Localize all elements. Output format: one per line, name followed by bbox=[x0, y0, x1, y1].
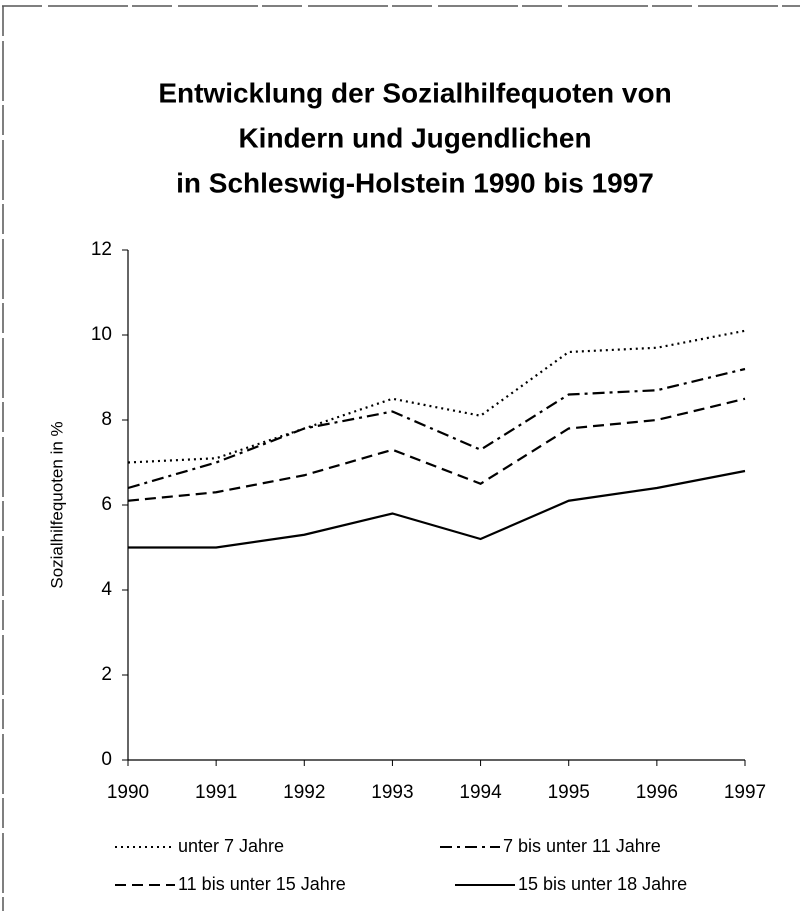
line-series bbox=[127, 397, 746, 502]
y-tick-label: 10 bbox=[91, 324, 112, 345]
x-tick-label: 1991 bbox=[195, 782, 237, 803]
y-tick-label: 8 bbox=[101, 409, 112, 430]
x-tick-label: 1995 bbox=[548, 782, 590, 803]
x-tick-label: 1996 bbox=[636, 782, 678, 803]
y-tick-label: 4 bbox=[101, 579, 112, 600]
y-axis-label: Sozialhilfequoten in % bbox=[47, 421, 66, 588]
legend-label: 7 bis unter 11 Jahre bbox=[503, 836, 661, 856]
y-tick-label: 12 bbox=[91, 239, 112, 260]
line-series bbox=[127, 367, 746, 490]
legend-label: 15 bis unter 18 Jahre bbox=[518, 874, 687, 894]
x-tick-label: 1994 bbox=[459, 782, 502, 803]
legend-label: unter 7 Jahre bbox=[178, 836, 284, 856]
chart-title: in Schleswig-Holstein 1990 bis 1997 bbox=[176, 167, 654, 198]
x-tick-label: 1993 bbox=[371, 782, 413, 803]
legend-label: 11 bis unter 15 Jahre bbox=[178, 874, 346, 894]
y-tick-label: 2 bbox=[101, 664, 112, 685]
x-tick-label: 1990 bbox=[107, 782, 149, 803]
line-series bbox=[128, 469, 746, 549]
y-tick-label: 0 bbox=[101, 749, 112, 770]
line-series bbox=[127, 329, 746, 464]
x-tick-label: 1992 bbox=[283, 782, 325, 803]
chart-title: Kindern und Jugendlichen bbox=[238, 122, 591, 153]
x-tick-label: 1997 bbox=[724, 782, 766, 803]
chart-title: Entwicklung der Sozialhilfequoten von bbox=[158, 77, 671, 108]
y-tick-label: 6 bbox=[101, 494, 112, 515]
